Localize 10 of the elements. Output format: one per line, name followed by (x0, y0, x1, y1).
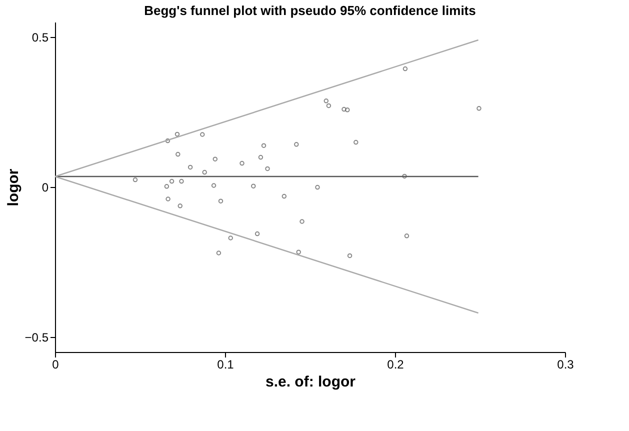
y-tick-label: 0.5 (32, 30, 49, 44)
chart-title: Begg's funnel plot with pseudo 95% confidence limits (144, 3, 476, 18)
y-tick-label: −0.5 (24, 330, 49, 344)
x-tick-label: 0.1 (217, 358, 234, 372)
x-tick-label: 0.3 (557, 358, 574, 372)
x-axis-title: s.e. of: logor (266, 374, 356, 390)
x-tick-label: 0.2 (387, 358, 404, 372)
y-tick-label: 0 (42, 180, 49, 194)
y-axis-title: logor (4, 168, 22, 206)
x-tick-label: 0 (52, 358, 60, 372)
